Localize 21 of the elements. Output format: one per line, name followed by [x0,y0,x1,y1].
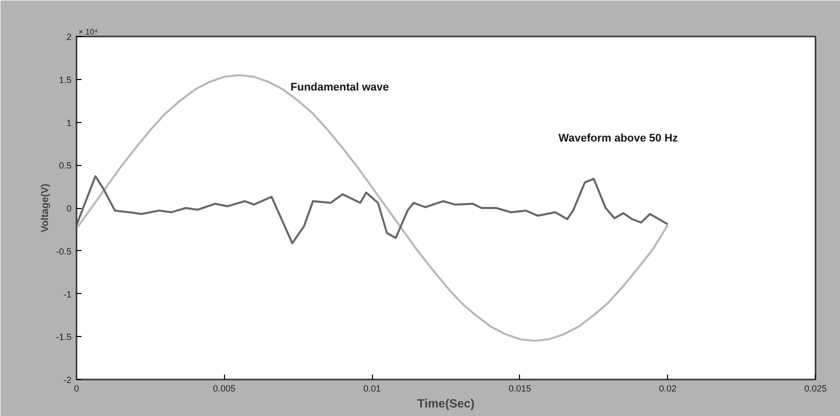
x-tick-label: 0 [74,384,80,394]
y-tick-label: 2 [66,32,72,42]
y-tick-label: 0 [66,204,72,214]
line-series [76,175,669,244]
y-tick-label: -0.5 [56,246,72,256]
x-tick-label: 0.005 [213,384,236,394]
text: × 10⁴ [78,28,98,36]
y-tick-label: 1 [66,118,72,128]
x-tick-label: 0.015 [508,384,532,394]
y-tick-label: -2 [64,375,72,385]
y-tick-label: 1.5 [58,74,72,85]
y-tick-label: -1 [64,289,72,300]
annotation: Fundamental wave [290,82,389,94]
x-tick-label: 0.025 [804,384,827,394]
y-tick-label: 0.5 [58,160,72,171]
x-tick-label: 0.02 [658,384,676,394]
x-axis-title: Time(Sec) [417,396,475,410]
x-tick-label: 0.01 [363,384,381,394]
y-tick-label: -1.5 [56,332,72,342]
y-axis-title: Voltage(V) [40,184,51,232]
annotation: Waveform above 50 Hz [558,132,678,144]
